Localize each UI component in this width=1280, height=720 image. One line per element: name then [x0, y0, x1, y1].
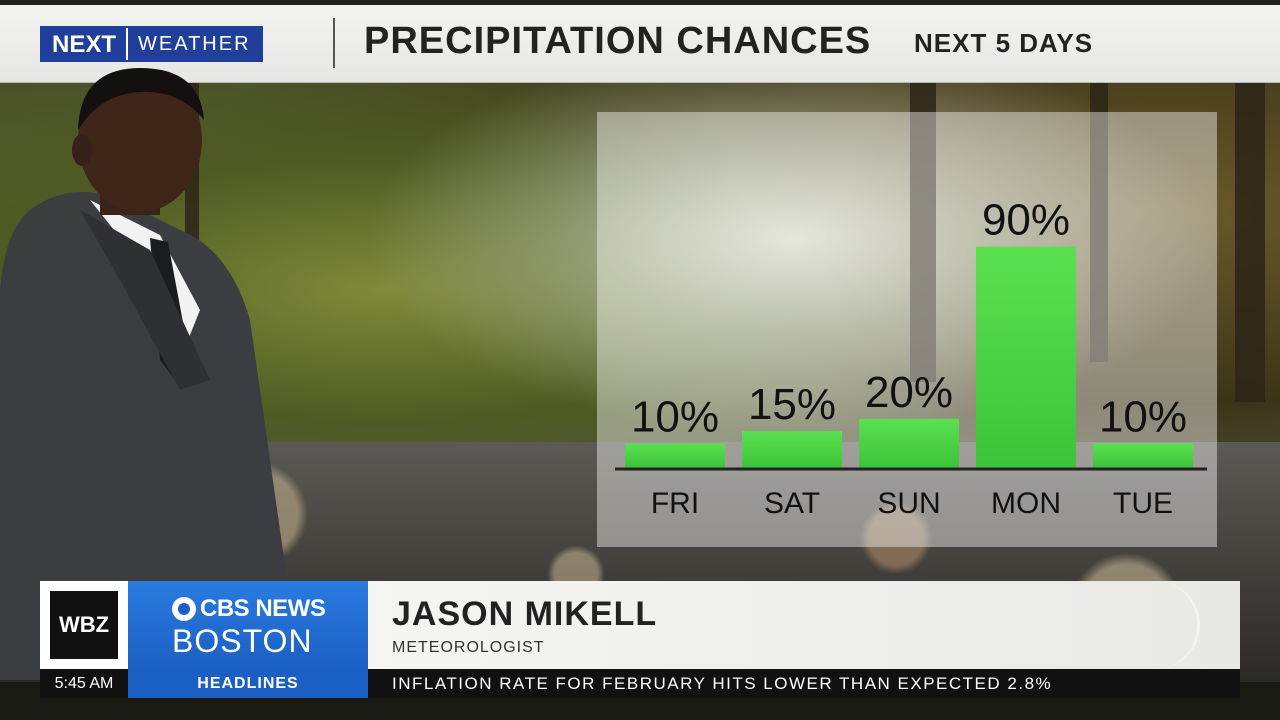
category-label-fri: FRI: [651, 487, 699, 520]
ticker-time: 5:45 AM: [54, 675, 114, 692]
top-bar: NEXT WEATHER PRECIPITATION CHANCES NEXT …: [0, 0, 1280, 83]
logo-weather-text: WEATHER: [126, 28, 261, 60]
tree-trunk: [910, 82, 936, 382]
name-panel: JASON MIKELL METEOROLOGIST: [368, 581, 1240, 669]
value-label-sun: 20%: [865, 368, 953, 417]
decorative-swoosh: [1077, 581, 1200, 669]
header-divider: [333, 18, 335, 68]
category-label-sun: SUN: [877, 487, 940, 520]
next-weather-logo: NEXT WEATHER: [40, 26, 263, 62]
value-label-sat: 15%: [748, 380, 836, 429]
page-subtitle: NEXT 5 DAYS: [914, 28, 1094, 58]
station-logo: WBZ: [40, 581, 128, 669]
category-label-mon: MON: [991, 487, 1061, 520]
bar-mon: [976, 246, 1076, 468]
top-strip: [0, 0, 1280, 5]
value-label-tue: 10%: [1099, 392, 1187, 441]
lower-third: WBZ CBS NEWS BOSTON JASON MIKELL METEORO…: [40, 581, 1240, 669]
ticker-tag: HEADLINES: [128, 669, 368, 698]
presenter-figure: [0, 68, 300, 680]
category-label-tue: TUE: [1113, 487, 1173, 520]
bar-tue: [1093, 443, 1193, 468]
cbs-eye-icon: [172, 597, 196, 621]
cbs-news-boston-logo: CBS NEWS BOSTON: [128, 581, 368, 669]
category-label-sat: SAT: [764, 487, 820, 520]
bar-sun: [859, 418, 959, 468]
station-logo-text: WBZ: [50, 591, 118, 659]
tree-trunk: [1235, 82, 1265, 402]
ticker-headline: INFLATION RATE FOR FEBRUARY HITS LOWER T…: [392, 674, 1053, 693]
chart-svg: 10% FRI 15% SAT 20% SUN 90% MON 10% TUE: [615, 196, 1207, 520]
presenter-name: JASON MIKELL: [392, 595, 658, 633]
value-label-fri: 10%: [631, 392, 719, 441]
logo-next-text: NEXT: [42, 28, 127, 60]
brand-city-text: BOSTON: [172, 623, 313, 659]
precipitation-chart: 10% FRI 15% SAT 20% SUN 90% MON 10% TUE: [597, 112, 1217, 547]
presenter-role: METEOROLOGIST: [392, 639, 545, 656]
brand-news-text: CBS NEWS: [200, 595, 326, 622]
bar-sat: [742, 431, 842, 468]
news-ticker: 5:45 AM HEADLINES INFLATION RATE FOR FEB…: [40, 669, 1240, 698]
value-label-mon: 90%: [982, 196, 1070, 245]
page-title: PRECIPITATION CHANCES: [364, 20, 872, 62]
bar-fri: [625, 443, 725, 468]
tree-trunk: [1090, 82, 1108, 362]
